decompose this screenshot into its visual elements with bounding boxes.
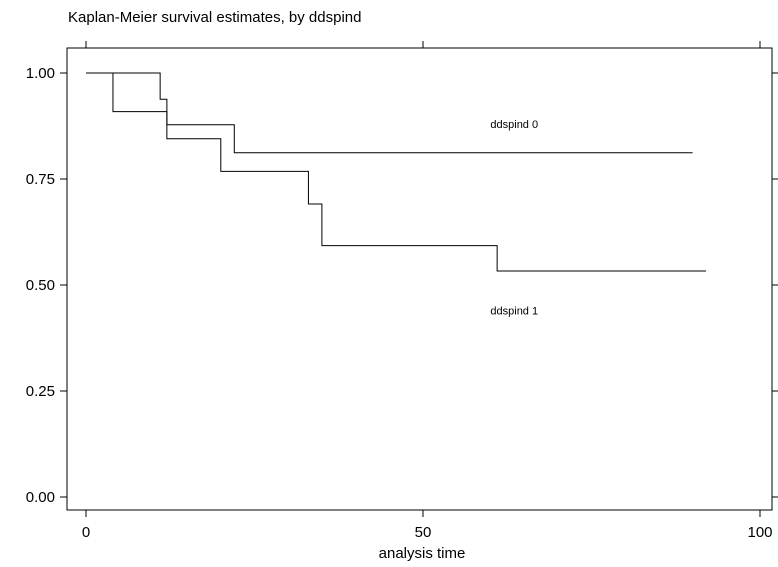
y-tick-label: 0.00 bbox=[26, 489, 55, 506]
y-tick-label: 0.25 bbox=[26, 383, 55, 400]
y-tick-label: 0.75 bbox=[26, 171, 55, 188]
x-axis-label: analysis time bbox=[379, 545, 466, 562]
survival-curve-ddspind-1 bbox=[86, 72, 707, 272]
x-axis: 0 50 100 bbox=[82, 41, 773, 541]
x-tick-label: 0 bbox=[82, 524, 90, 541]
y-tick-label: 1.00 bbox=[26, 65, 55, 82]
series-layer: ddspind 0 ddspind 1 bbox=[86, 72, 707, 318]
x-tick-label: 100 bbox=[747, 524, 772, 541]
x-tick-label: 50 bbox=[415, 524, 432, 541]
y-axis: 0.00 0.25 0.50 0.75 1.00 bbox=[26, 65, 778, 506]
survival-curve-ddspind-0 bbox=[86, 72, 693, 154]
y-tick-label: 0.50 bbox=[26, 277, 55, 294]
plot-frame bbox=[66, 47, 773, 511]
chart-title: Kaplan-Meier survival estimates, by ddsp… bbox=[68, 9, 362, 26]
series-label-ddspind-0: ddspind 0 bbox=[490, 119, 538, 131]
series-label-ddspind-1: ddspind 1 bbox=[490, 306, 538, 318]
